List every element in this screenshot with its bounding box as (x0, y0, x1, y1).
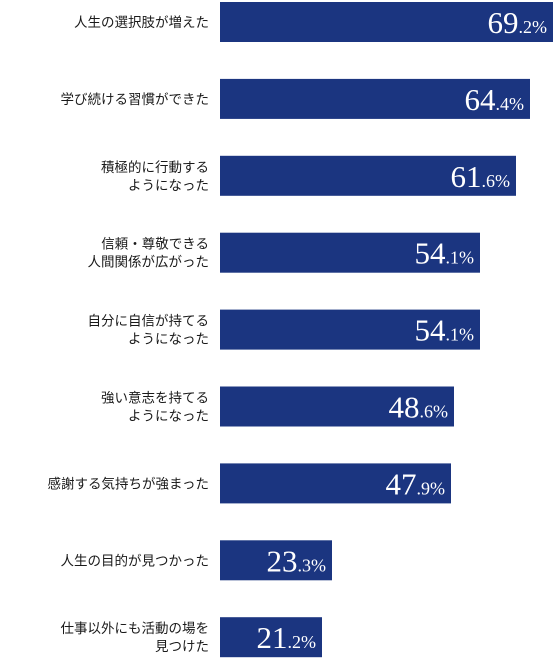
category-label-line: 学び続ける習慣ができた (61, 92, 210, 108)
category-label-line: ようになった (128, 332, 209, 348)
value-label-2: 61.6% (451, 159, 511, 194)
category-label-line: 感謝する気持ちが強まった (48, 475, 209, 492)
bar-2 (220, 155, 516, 196)
value-label-integer: 48 (389, 390, 420, 425)
category-label-line: 自分に自信が持てる (88, 314, 210, 330)
value-label-7: 23.3% (267, 543, 327, 578)
bar-6 (220, 463, 451, 504)
bar-5 (220, 386, 454, 427)
bar-1 (220, 78, 530, 119)
category-label-4: 自分に自信が持てるようになった (88, 314, 210, 348)
value-label-integer: 23 (267, 543, 298, 578)
category-label-5: 強い意志を持てるようになった (101, 390, 209, 425)
value-label-0: 69.2% (488, 5, 548, 40)
category-label-2: 積極的に行動するようになった (101, 160, 209, 194)
category-label-line: 仕事以外にも活動の場を (61, 621, 210, 637)
category-label-3: 信頼・尊敬できる人間関係が広がった (88, 237, 210, 271)
value-label-5: 48.6% (389, 390, 449, 425)
value-label-integer: 64 (465, 82, 497, 117)
category-label-6: 感謝する気持ちが強まった (48, 475, 209, 492)
value-label-decimal: .2% (519, 17, 548, 37)
value-label-integer: 69 (488, 5, 519, 40)
value-label-integer: 61 (451, 159, 482, 194)
value-label-decimal: .9% (417, 478, 446, 498)
value-label-decimal: .6% (420, 402, 449, 422)
bar-7 (220, 540, 332, 581)
value-label-decimal: .1% (446, 248, 475, 268)
value-label-integer: 54 (415, 313, 447, 348)
bar-0 (220, 2, 553, 42)
category-label-line: 強い意志を持てる (101, 390, 209, 407)
category-label-8: 仕事以外にも活動の場を見つけた (61, 621, 210, 655)
value-label-decimal: .3% (298, 555, 327, 575)
value-label-decimal: .6% (482, 171, 511, 191)
category-label-line: 人間関係が広がった (88, 255, 210, 271)
value-label-6: 47.9% (386, 466, 446, 501)
value-label-integer: 21 (257, 620, 288, 655)
value-label-decimal: .1% (446, 325, 475, 345)
value-label-decimal: .2% (288, 632, 317, 652)
bar-3 (220, 232, 480, 273)
value-label-4: 54.1% (415, 313, 475, 348)
value-label-integer: 54 (415, 236, 447, 271)
category-label-0: 人生の選択肢が増えた (74, 15, 209, 31)
value-label-1: 64.4% (465, 82, 525, 117)
value-label-integer: 47 (386, 466, 417, 501)
category-label-line: ようになった (128, 178, 209, 194)
bar-4 (220, 309, 480, 350)
category-label-line: 人生の目的が見つかった (61, 553, 210, 569)
category-label-7: 人生の目的が見つかった (61, 553, 210, 569)
category-label-line: 人生の選択肢が増えた (74, 15, 209, 31)
category-label-1: 学び続ける習慣ができた (61, 92, 210, 108)
value-label-decimal: .4% (496, 94, 525, 114)
category-label-line: 積極的に行動する (101, 160, 209, 176)
category-label-line: 信頼・尊敬できる (101, 237, 209, 253)
category-label-line: ようになった (128, 409, 209, 425)
category-label-line: 見つけた (155, 639, 209, 655)
value-label-3: 54.1% (415, 236, 475, 271)
value-label-8: 21.2% (257, 620, 317, 655)
bar-8 (220, 617, 322, 658)
